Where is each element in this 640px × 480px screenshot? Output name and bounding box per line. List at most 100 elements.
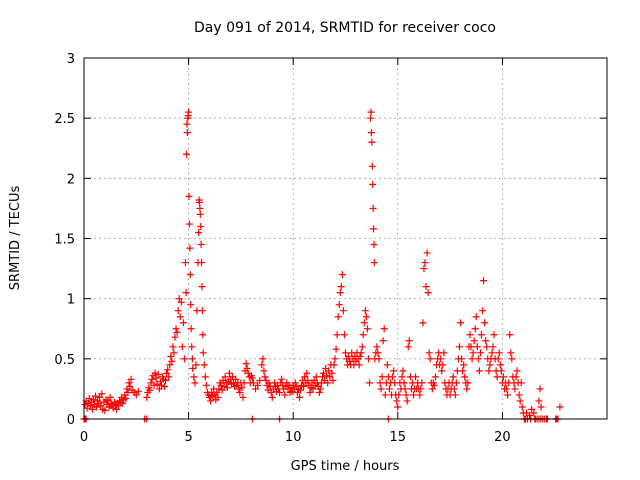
data-point <box>456 343 464 351</box>
data-point <box>300 383 308 391</box>
data-point <box>506 331 514 339</box>
data-point <box>486 361 494 369</box>
data-point <box>199 349 207 357</box>
data-point <box>375 355 383 363</box>
data-point <box>163 369 171 377</box>
data-point <box>96 393 104 401</box>
data-point <box>381 391 389 399</box>
data-point <box>329 376 337 384</box>
data-point <box>485 367 493 375</box>
axis-ticks: 0 0.5 1 1.5 2 2.5 3 0 5 10 15 20 <box>54 52 607 445</box>
data-point <box>458 355 466 363</box>
data-point <box>267 389 275 397</box>
data-point <box>418 379 426 387</box>
data-point <box>398 373 406 381</box>
data-point <box>439 361 447 369</box>
data-point <box>515 391 523 399</box>
data-point <box>481 319 489 327</box>
data-point <box>423 249 431 257</box>
y-axis-title: SRMTID / TECUs <box>8 186 23 291</box>
data-point <box>214 393 222 401</box>
data-point <box>480 277 488 285</box>
data-point <box>369 180 377 188</box>
data-point <box>258 361 266 369</box>
y-tick-label: 1 <box>67 293 75 308</box>
data-point <box>198 307 206 315</box>
data-point <box>504 391 512 399</box>
data-point <box>499 373 507 381</box>
data-point <box>183 150 191 158</box>
data-point <box>461 373 469 381</box>
data-point <box>312 373 320 381</box>
y-tick-label: 0.5 <box>54 353 75 368</box>
data-point <box>475 367 483 375</box>
data-point <box>303 369 311 377</box>
data-point <box>198 283 206 291</box>
data-point <box>169 343 177 351</box>
x-axis-title: GPS time / hours <box>291 459 400 474</box>
data-point <box>207 397 215 405</box>
data-point <box>112 405 120 413</box>
data-point <box>122 395 130 403</box>
data-point <box>358 343 366 351</box>
data-point <box>192 361 200 369</box>
data-point <box>473 343 481 351</box>
y-tick-label: 0 <box>67 413 75 428</box>
data-point <box>335 301 343 309</box>
data-point <box>177 298 185 306</box>
data-point <box>323 372 331 380</box>
y-tick-label: 2 <box>67 172 75 187</box>
data-point <box>340 331 348 339</box>
data-point <box>221 373 229 381</box>
data-point <box>507 349 515 357</box>
data-point <box>315 389 323 397</box>
data-point <box>470 337 478 345</box>
data-point <box>183 120 191 128</box>
x-tick-label: 10 <box>285 430 302 445</box>
data-point <box>378 373 386 381</box>
data-point <box>390 367 398 375</box>
data-point <box>338 271 346 279</box>
data-point <box>477 331 485 339</box>
data-point <box>196 204 204 212</box>
data-point <box>173 328 181 336</box>
data-point <box>217 381 225 389</box>
data-point <box>336 289 344 297</box>
data-point <box>200 361 208 369</box>
data-point <box>197 222 205 230</box>
data-point <box>235 385 243 393</box>
data-point <box>185 220 193 228</box>
data-point <box>284 385 292 393</box>
data-point <box>389 373 397 381</box>
data-point <box>89 396 97 404</box>
chart-title: Day 091 of 2014, SRMTID for receiver coc… <box>194 20 496 36</box>
data-point <box>252 385 260 393</box>
data-point <box>402 391 410 399</box>
data-point <box>374 349 382 357</box>
data-point <box>494 355 502 363</box>
data-point <box>452 379 460 387</box>
data-point <box>232 375 240 383</box>
data-point <box>513 367 521 375</box>
data-point <box>105 403 113 411</box>
data-point <box>254 381 262 389</box>
data-point <box>238 384 246 392</box>
data-point <box>400 379 408 387</box>
data-point <box>81 401 89 409</box>
data-point <box>115 402 123 410</box>
data-point <box>101 407 109 415</box>
data-points <box>80 108 564 423</box>
data-point <box>339 307 347 315</box>
data-point <box>367 114 375 122</box>
data-point <box>426 355 434 363</box>
data-point <box>281 391 289 399</box>
data-point <box>242 360 250 368</box>
y-tick-label: 3 <box>67 52 75 67</box>
data-point <box>493 373 501 381</box>
y-tick-label: 1.5 <box>54 233 75 248</box>
data-point <box>366 379 374 387</box>
data-point <box>185 192 193 200</box>
data-point <box>383 361 391 369</box>
data-point <box>460 361 468 369</box>
